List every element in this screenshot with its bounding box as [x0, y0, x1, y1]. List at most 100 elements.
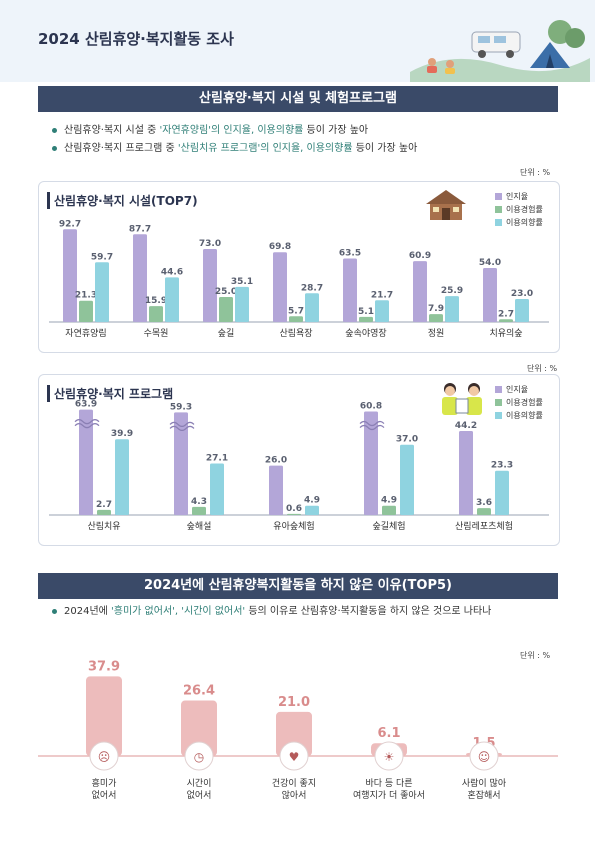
legend-item-intention: 이용의향률: [495, 409, 543, 422]
reason-category-label: 혼잡해서: [467, 789, 500, 801]
bar-intention: [305, 505, 319, 515]
bar-experience: [192, 506, 206, 515]
bored-person-icon: [89, 741, 119, 771]
bar-experience: [359, 316, 373, 322]
camping-scene-illustration: [410, 20, 590, 82]
category-label: 산림레포츠체험: [455, 520, 513, 532]
tree-icon: [548, 20, 585, 48]
bullet-facilities: 산림휴양·복지 시설 중 '자연휴양림'의 인지율, 이용의향률 등이 가장 높…: [52, 121, 368, 136]
data-label-experience: 2.7: [96, 500, 112, 510]
tent-icon: [530, 42, 570, 68]
facilities-bar-chart: 92.7 21.3 59.7 자연휴양림 87.7 15.9 44.6 수목원 73.0 25.0…: [49, 219, 549, 339]
data-label-experience: 4.9: [381, 496, 397, 506]
data-label-awareness: 63.9: [75, 400, 97, 410]
category-label: 숲해설: [187, 521, 212, 532]
people-icon: [427, 58, 455, 74]
bar-awareness: [413, 261, 427, 322]
reason-category-label: 없어서: [92, 790, 117, 801]
crowd-icon: [469, 741, 499, 771]
category-label: 숲길: [218, 328, 235, 339]
reason-category-label: 흥미가: [92, 777, 117, 789]
bar-awareness: [133, 234, 147, 322]
bar-intention: [515, 299, 529, 322]
page-title: 2024 산림휴양·복지활동 조사: [38, 30, 234, 48]
bar-intention: [400, 444, 414, 515]
bar-experience: [79, 300, 93, 322]
data-label-awareness: 73.0: [199, 239, 221, 249]
unit-label-reasons: 단위 : %: [520, 651, 551, 660]
beach-island-icon-glyph: ☀: [384, 750, 395, 764]
category-label: 자연휴양림: [65, 327, 106, 339]
bullet-dot: [52, 127, 57, 133]
reason-value-label: 26.4: [183, 684, 215, 699]
data-label-awareness: 63.5: [339, 249, 361, 259]
bar-awareness: [273, 252, 287, 322]
bar-experience: [289, 316, 303, 322]
data-label-intention: 28.7: [301, 283, 323, 293]
bar-intention: [235, 286, 249, 322]
category-label: 정원: [428, 328, 445, 339]
data-label-experience: 5.7: [288, 306, 304, 316]
data-label-intention: 39.9: [111, 429, 133, 439]
data-label-intention: 37.0: [396, 435, 418, 445]
bar-intention: [495, 470, 509, 515]
legend-item-experience: 이용경험률: [495, 396, 543, 409]
bar-experience: [429, 314, 443, 322]
bar-awareness: [203, 249, 217, 322]
camper-van-icon: [471, 31, 521, 58]
bar-intention: [115, 439, 129, 515]
chart-title-facilities: 산림휴양·복지 시설(TOP7): [47, 192, 198, 209]
reason-category-label: 않아서: [282, 790, 307, 801]
bullet-programs: 산림휴양·복지 프로그램 중 '산림치유 프로그램'의 인지율, 이용의향률 등…: [52, 139, 417, 154]
category-label: 숲속야영장: [345, 328, 386, 339]
reason-bar: [86, 676, 122, 756]
reason-category-label: 건강이 좋지: [272, 778, 316, 789]
data-label-intention: 44.6: [161, 267, 183, 277]
legend-item-awareness: 인지율: [495, 190, 543, 203]
bar-awareness: [269, 465, 283, 515]
data-label-experience: 5.1: [358, 307, 374, 317]
category-label: 치유의숲: [489, 327, 522, 339]
bar-awareness: [483, 268, 497, 322]
data-label-awareness: 54.0: [479, 258, 501, 268]
legend-programs: 인지율 이용경험률 이용의향률: [495, 383, 543, 422]
cabin-icon: [426, 190, 466, 220]
bar-experience: [149, 306, 163, 322]
bar-awareness: [63, 229, 77, 322]
bar-awareness: [79, 409, 93, 515]
data-label-awareness: 60.9: [409, 251, 431, 261]
data-label-experience: 3.6: [476, 498, 492, 508]
legend-swatch: [495, 219, 502, 226]
legend-item-awareness: 인지율: [495, 383, 543, 396]
reason-category-label: 여행지가 더 좋아서: [353, 789, 425, 801]
bar-intention: [305, 293, 319, 322]
category-label: 수목원: [144, 328, 169, 339]
bored-person-icon-glyph: ☹: [98, 750, 111, 764]
bar-experience: [477, 508, 491, 515]
bar-awareness: [174, 412, 188, 515]
legend-swatch: [495, 193, 502, 200]
legend-item-intention: 이용의향률: [495, 216, 543, 229]
legend-facilities: 인지율 이용경험률 이용의향률: [495, 190, 543, 229]
chart-title-programs: 산림휴양·복지 프로그램: [47, 385, 173, 402]
section-heading-facilities: 산림휴양·복지 시설 및 체험프로그램: [38, 86, 558, 112]
data-label-awareness: 26.0: [265, 456, 287, 466]
data-label-intention: 21.7: [371, 290, 393, 300]
legend-swatch: [495, 386, 502, 393]
bullet-reasons: 2024년에 '흥미가 없어서', '시간이 없어서' 등의 이유로 산림휴양·…: [52, 604, 532, 619]
data-label-experience: 21.3: [75, 291, 97, 301]
bar-intention: [210, 463, 224, 515]
category-label: 산림욕장: [279, 327, 312, 339]
category-label: 숲길체험: [372, 521, 405, 532]
reason-value-label: 37.9: [88, 659, 120, 674]
beach-island-icon: [374, 741, 404, 771]
bar-awareness: [343, 258, 357, 322]
data-label-awareness: 92.7: [59, 219, 81, 229]
legend-swatch: [495, 399, 502, 406]
reason-category-label: 사람이 많아: [462, 777, 507, 789]
bar-awareness: [459, 431, 473, 515]
category-label: 유아숲체험: [273, 521, 314, 532]
data-label-intention: 4.9: [304, 496, 320, 506]
crowd-icon-glyph: ☺: [478, 750, 491, 764]
